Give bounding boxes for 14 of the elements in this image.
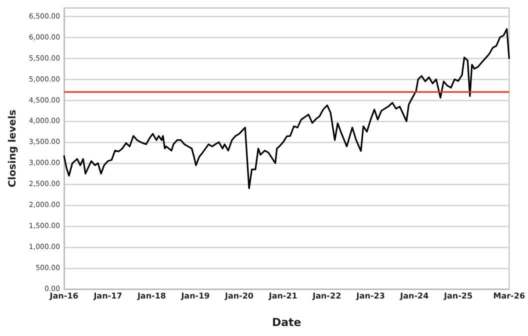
x-tick-label: Jan-18 bbox=[136, 292, 166, 300]
x-tick-label: Mar-26 bbox=[493, 292, 526, 300]
x-axis-title: Date bbox=[272, 316, 302, 329]
x-tick-label: Jan-24 bbox=[399, 292, 430, 300]
x-tick-label: Jan-20 bbox=[224, 292, 254, 300]
y-axis-title: Closing levels bbox=[8, 110, 18, 188]
x-tick-label: Jan-21 bbox=[268, 292, 298, 300]
line-series bbox=[63, 28, 510, 190]
x-tick-label: Jan-25 bbox=[443, 292, 473, 300]
x-tick-label: Jan-22 bbox=[312, 292, 342, 300]
x-tick-label: Jan-23 bbox=[355, 292, 385, 300]
x-tick-label: Jan-16 bbox=[48, 292, 79, 300]
x-tick-label: Jan-17 bbox=[92, 292, 122, 300]
x-tick-label: Jan-19 bbox=[180, 292, 210, 300]
